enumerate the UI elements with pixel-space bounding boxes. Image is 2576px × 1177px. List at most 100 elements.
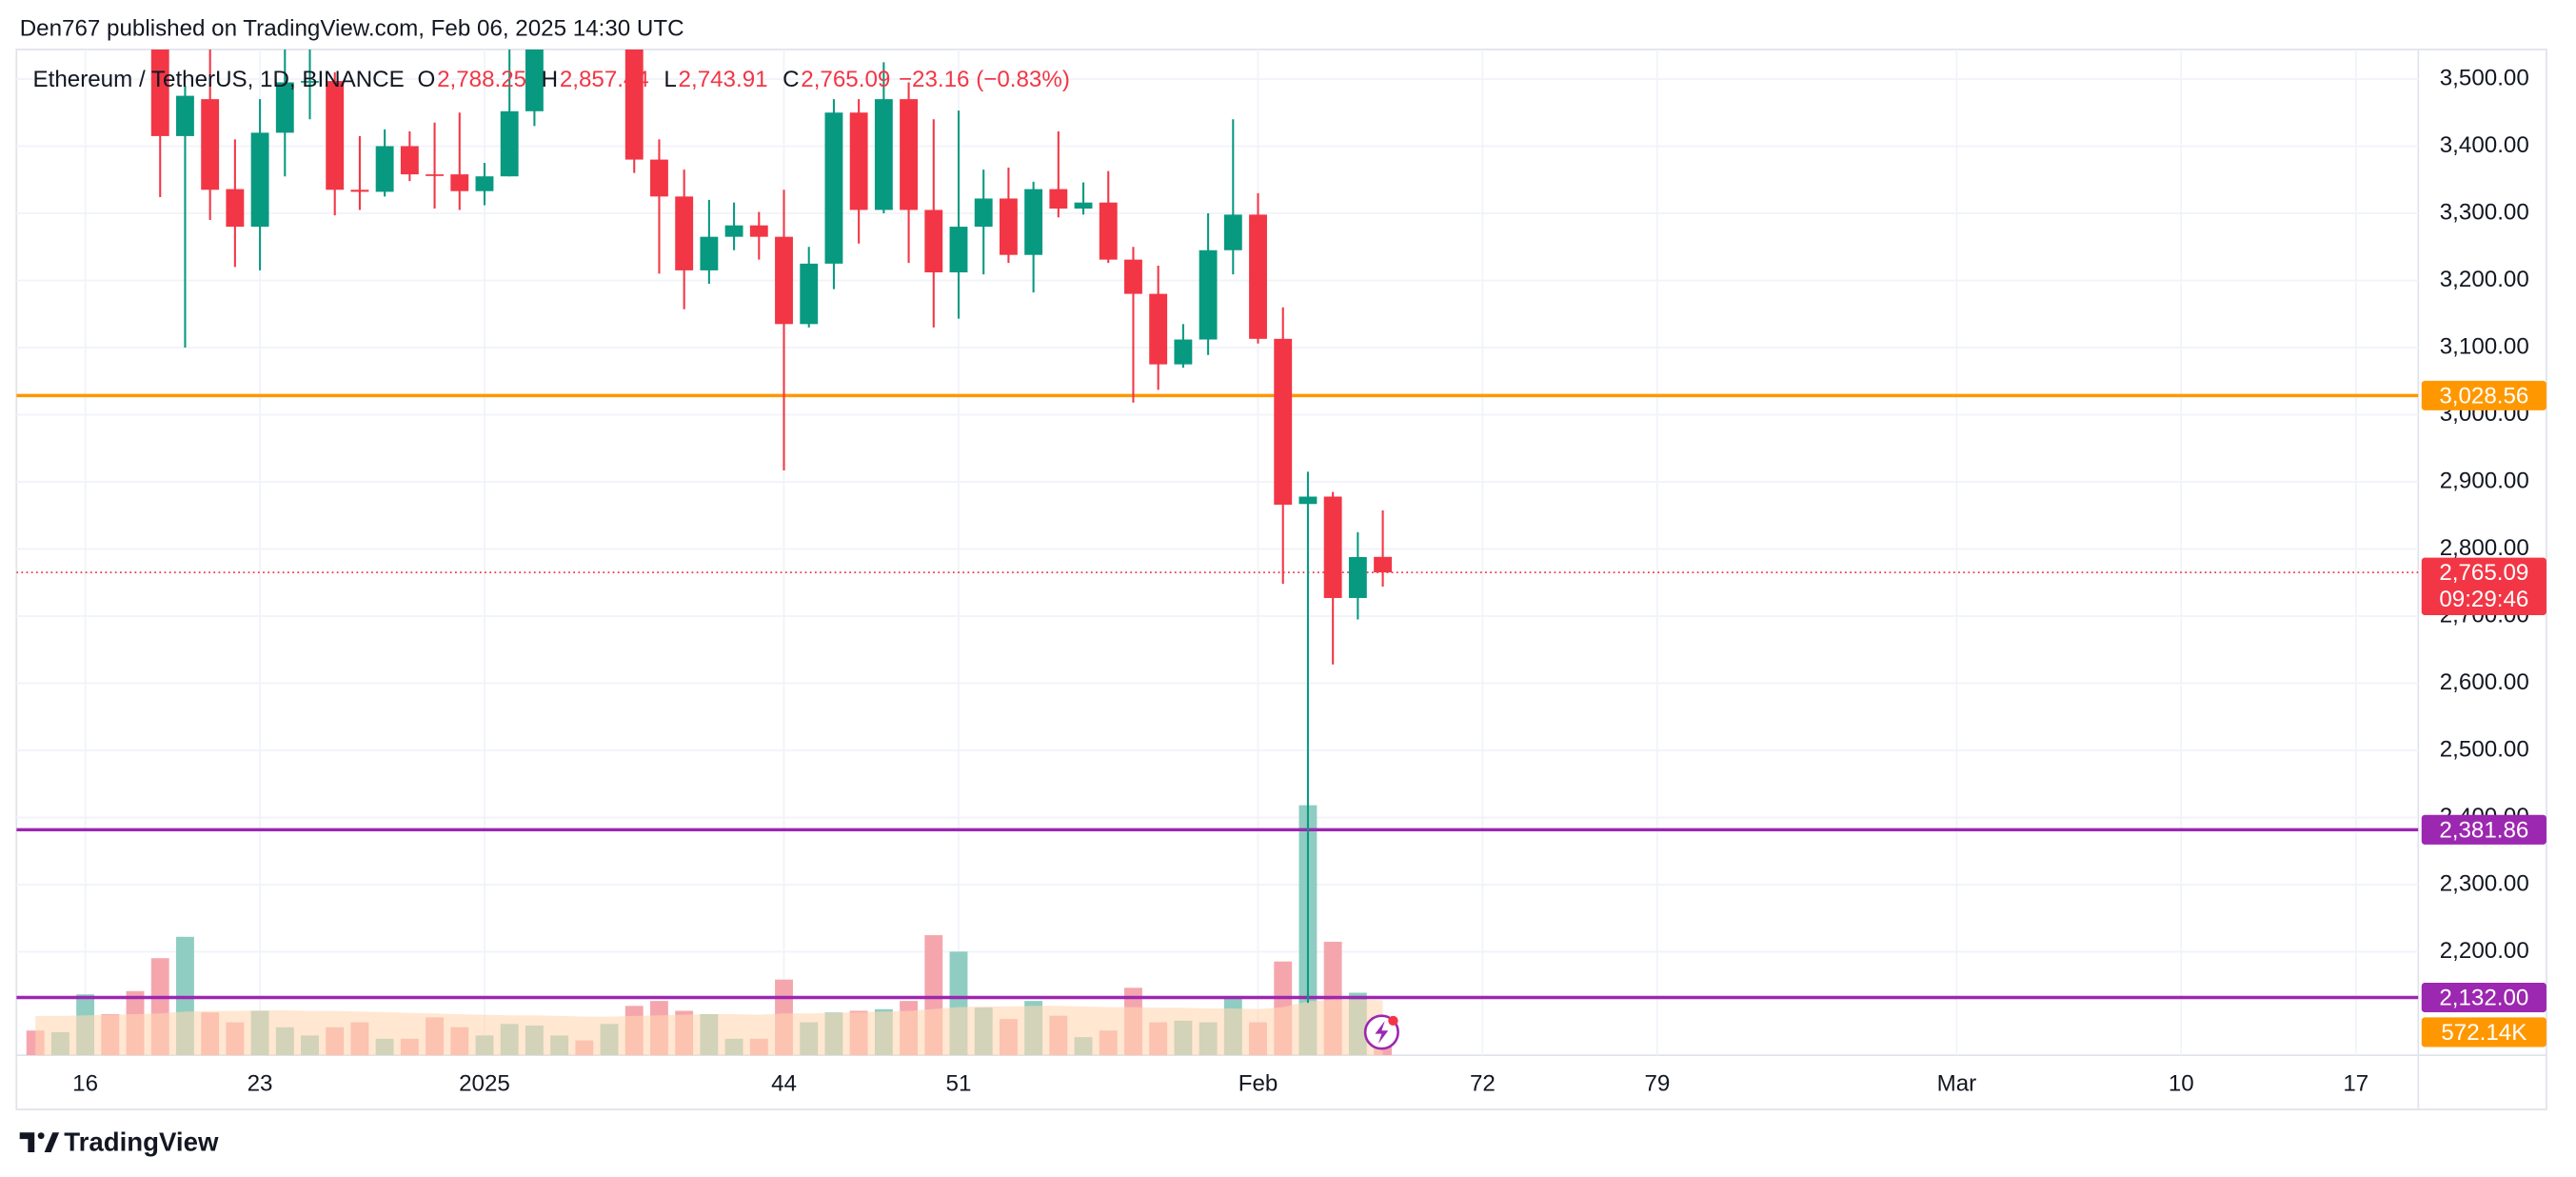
candle-body bbox=[1274, 338, 1293, 505]
candle-body bbox=[749, 225, 768, 237]
candle-body bbox=[375, 146, 394, 192]
candle-body bbox=[1323, 496, 1342, 598]
candle-body bbox=[426, 174, 444, 176]
candle-body bbox=[201, 99, 220, 190]
legend-value: 2,765.09 bbox=[801, 67, 890, 92]
candle-body bbox=[1223, 214, 1242, 250]
axes: 2,200.002,300.002,400.002,500.002,600.00… bbox=[72, 65, 2529, 1096]
candle-body bbox=[1249, 214, 1267, 339]
candle-body bbox=[900, 99, 918, 210]
candle-body bbox=[525, 49, 544, 111]
logo-mark bbox=[37, 1132, 45, 1140]
x-tick-label: 17 bbox=[2343, 1071, 2368, 1097]
legend-key: C bbox=[783, 67, 799, 92]
candle-body bbox=[675, 196, 694, 270]
grid bbox=[16, 49, 2419, 1056]
candle-body bbox=[1199, 249, 1218, 340]
x-tick-label: 10 bbox=[2169, 1071, 2194, 1097]
candle-body bbox=[650, 159, 668, 197]
legend-title: Ethereum / TetherUS, 1D, BINANCE bbox=[33, 67, 405, 92]
candle-body bbox=[226, 189, 245, 228]
logo-mark bbox=[19, 1132, 35, 1152]
y-tick-label: 2,800.00 bbox=[2440, 535, 2529, 561]
volume-box bbox=[2421, 1017, 2546, 1047]
y-tick-label: 3,200.00 bbox=[2440, 267, 2529, 292]
volume-ma-area bbox=[35, 999, 1383, 1056]
legend-value: 2,788.25 bbox=[437, 67, 526, 92]
candle-body bbox=[275, 82, 294, 133]
candle-body bbox=[250, 132, 269, 228]
candle-body bbox=[500, 110, 519, 177]
candle-body bbox=[150, 49, 169, 136]
candle-body bbox=[824, 112, 843, 264]
logo bbox=[19, 1132, 60, 1152]
levels bbox=[16, 393, 2419, 1000]
candle-body bbox=[1348, 556, 1367, 598]
candle-body bbox=[301, 81, 319, 83]
y-tick-label: 2,200.00 bbox=[2440, 938, 2529, 964]
y-tick-label: 3,100.00 bbox=[2440, 333, 2529, 359]
x-tick-label: Mar bbox=[1937, 1071, 1977, 1097]
y-tick-label: 3,300.00 bbox=[2440, 199, 2529, 225]
x-tick-label: Feb bbox=[1238, 1071, 1278, 1097]
candle-body bbox=[800, 263, 819, 325]
y-tick-label: 2,300.00 bbox=[2440, 870, 2529, 896]
y-tick-label: 3,500.00 bbox=[2440, 65, 2529, 90]
candle-body bbox=[1074, 202, 1093, 209]
level-box bbox=[2421, 380, 2546, 410]
x-tick-label: 72 bbox=[1470, 1071, 1496, 1097]
legend-value: 2,743.91 bbox=[679, 67, 768, 92]
candle-body bbox=[700, 236, 719, 270]
level-label: 2,132.00 bbox=[2439, 986, 2528, 1011]
x-tick-label: 51 bbox=[946, 1071, 972, 1097]
last-price-box bbox=[2421, 557, 2546, 615]
x-tick-label: 16 bbox=[72, 1071, 98, 1097]
legend-change: −23.16 (−0.83%) bbox=[899, 67, 1070, 92]
candle-body bbox=[350, 190, 369, 192]
candle-body bbox=[1298, 496, 1318, 505]
candle-body bbox=[974, 198, 993, 228]
footer-brand: TradingView bbox=[64, 1127, 219, 1157]
level-label: 2,381.86 bbox=[2439, 817, 2528, 843]
candles bbox=[150, 0, 1393, 1004]
x-tick-label: 44 bbox=[771, 1071, 797, 1097]
candle-body bbox=[1049, 189, 1068, 209]
candle-body bbox=[326, 81, 345, 190]
y-tick-label: 3,400.00 bbox=[2440, 132, 2529, 158]
candle-body bbox=[1374, 556, 1393, 573]
y-tick-label: 2,600.00 bbox=[2440, 669, 2529, 695]
candle-body bbox=[400, 146, 419, 175]
candle-body bbox=[924, 209, 943, 273]
candle-body bbox=[775, 236, 793, 325]
level-label: 3,028.56 bbox=[2439, 383, 2528, 409]
candle-body bbox=[1174, 339, 1193, 365]
publisher: Den767 published on TradingView.com, Feb… bbox=[20, 16, 684, 42]
last-price-label: 2,765.09 bbox=[2439, 560, 2528, 586]
candle-body bbox=[724, 225, 743, 237]
legend-key: H bbox=[542, 67, 558, 92]
candle-body bbox=[624, 49, 644, 160]
candle-body bbox=[550, 0, 568, 5]
y-tick-label: 2,900.00 bbox=[2440, 468, 2529, 493]
chart-frame bbox=[15, 49, 2547, 1110]
candle-body bbox=[999, 198, 1018, 255]
legend-key: O bbox=[418, 67, 436, 92]
legend: O 2,788.25 H 2,857.44 L 2,743.91 C 2,765.09 −23.… bbox=[418, 67, 1070, 92]
candle-body bbox=[450, 174, 469, 191]
legend-value: 2,857.44 bbox=[560, 67, 649, 92]
level-box bbox=[2421, 814, 2546, 845]
candle-body bbox=[1124, 259, 1142, 294]
candle-body bbox=[475, 176, 494, 191]
x-tick-label: 23 bbox=[248, 1071, 273, 1097]
event-dot bbox=[1388, 1015, 1398, 1027]
candle-body bbox=[1024, 189, 1043, 255]
x-tick-label: 79 bbox=[1644, 1071, 1670, 1097]
volume-value-label: 572.14K bbox=[2441, 1020, 2526, 1046]
price-labels: 3,028.56 2,381.86 2,132.00 2,765.0909:29:46… bbox=[2421, 380, 2546, 1047]
legend-key: L bbox=[664, 67, 676, 92]
candle-body bbox=[1149, 293, 1168, 365]
countdown-label: 09:29:46 bbox=[2439, 587, 2528, 612]
candle-body bbox=[176, 95, 194, 136]
